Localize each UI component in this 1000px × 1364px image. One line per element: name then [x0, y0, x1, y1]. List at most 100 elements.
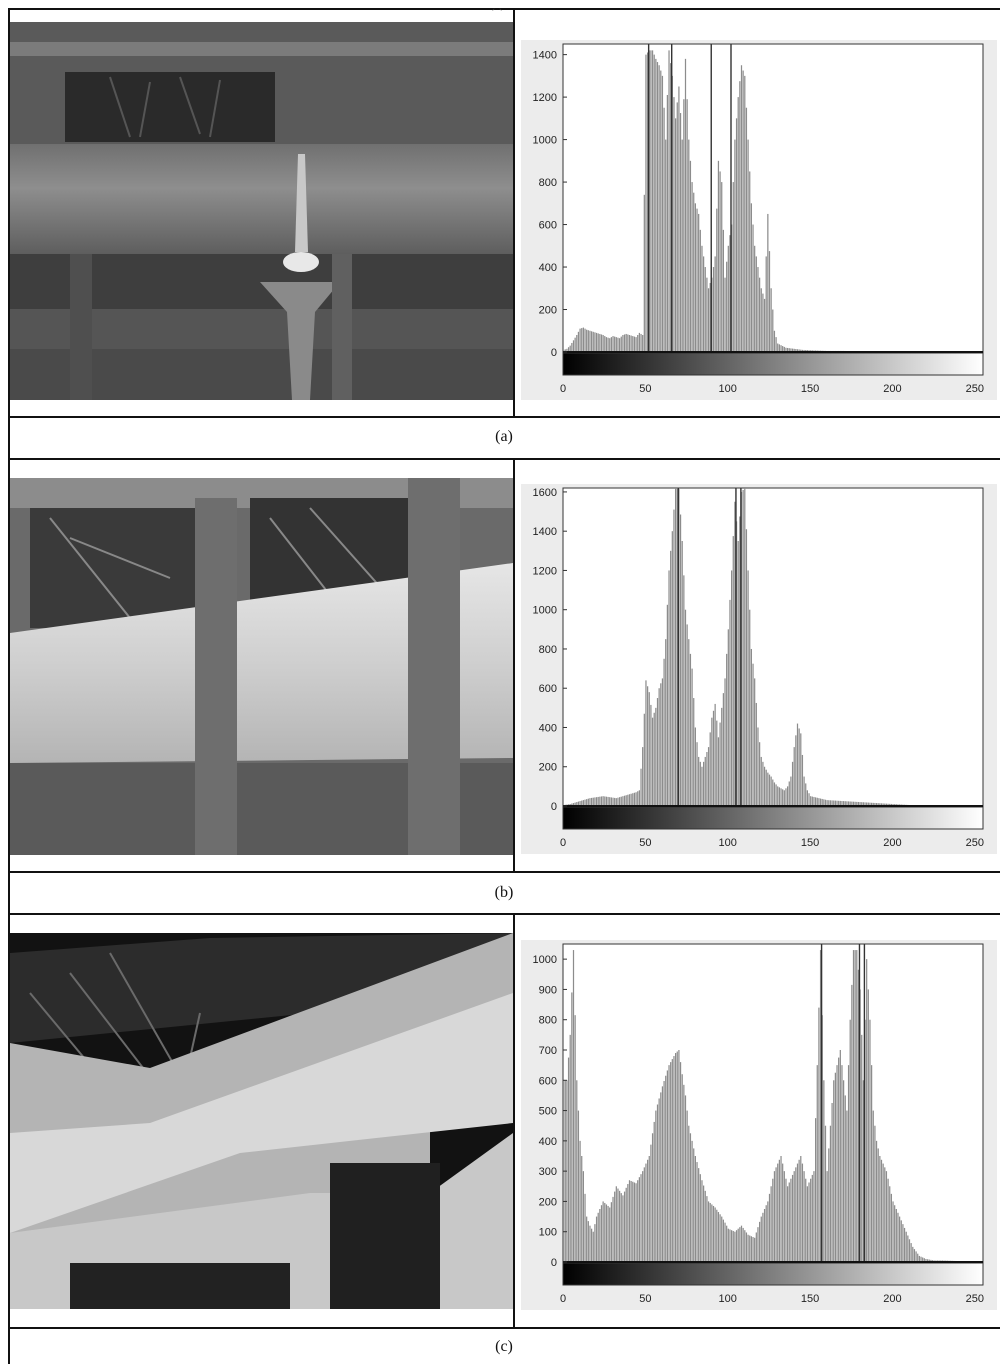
histogram-bar	[592, 331, 594, 352]
histogram-bar	[587, 330, 589, 352]
x-tick-label: 50	[639, 837, 651, 849]
histogram-bar	[755, 702, 757, 806]
histogram-bar	[801, 1163, 804, 1262]
histogram-bar	[823, 1080, 825, 1262]
histogram-bar	[793, 1171, 795, 1262]
histogram-bar	[619, 1190, 621, 1262]
histogram-bar	[625, 1187, 627, 1262]
histogram-bar	[864, 802, 866, 806]
histogram-bar	[928, 1259, 930, 1262]
histogram-bar	[734, 1231, 736, 1262]
histogram-bar	[666, 94, 668, 352]
histogram-bar	[760, 756, 762, 806]
histogram-bar	[656, 698, 659, 806]
histogram-bar	[834, 1072, 836, 1262]
histogram-bar	[773, 1171, 776, 1262]
histogram-bar	[785, 788, 787, 806]
histogram-bar	[829, 1125, 832, 1262]
histogram-bar	[696, 208, 698, 352]
histogram-bar	[849, 1019, 851, 1262]
y-tick-label: 600	[539, 220, 557, 232]
histogram-bar	[844, 801, 846, 806]
x-tick-label: 50	[639, 1293, 651, 1305]
histogram-bar	[609, 338, 611, 352]
y-tick-label: 700	[539, 1045, 557, 1057]
histogram-bar	[877, 1148, 879, 1262]
histogram-bar	[773, 330, 776, 352]
histogram-bar	[724, 678, 726, 806]
histogram-bar	[717, 160, 720, 352]
histogram-bar	[651, 50, 654, 353]
histogram-bar	[787, 786, 789, 806]
histogram-bar	[923, 1258, 925, 1262]
histogram-bar	[808, 793, 810, 806]
histogram-bar	[675, 488, 677, 806]
histogram-bar	[673, 1056, 675, 1262]
histogram-bar	[803, 776, 805, 806]
histogram-bar	[783, 346, 785, 352]
histogram-bar	[663, 1081, 665, 1262]
histogram-bar	[785, 347, 787, 352]
histogram-bar	[589, 1225, 591, 1262]
histogram-bar	[798, 1159, 800, 1262]
histogram-bar	[567, 1057, 570, 1262]
histogram-bar	[719, 1214, 721, 1262]
histogram-bar	[622, 796, 624, 806]
histogram-bar	[788, 781, 790, 806]
x-tick-label: 200	[883, 1293, 901, 1305]
histogram-bar	[704, 756, 706, 806]
histogram-bar	[719, 722, 721, 806]
histogram-bar	[647, 52, 649, 352]
histogram-bar	[694, 203, 696, 352]
histogram-bar	[742, 70, 744, 352]
histogram-bar	[671, 1059, 673, 1262]
histogram-bar	[655, 58, 657, 353]
histogram-bar	[818, 1007, 820, 1262]
y-tick-label: 200	[539, 305, 557, 317]
histogram-bar	[775, 784, 777, 806]
histogram-bar	[686, 624, 688, 806]
histogram-bar	[805, 1178, 807, 1262]
histogram-bar	[913, 1249, 916, 1262]
histogram-bar	[637, 791, 639, 806]
histogram-bar	[714, 1207, 716, 1262]
histogram-bar	[772, 779, 774, 806]
histogram-bar	[656, 62, 659, 352]
histogram-bar	[912, 1246, 914, 1262]
histogram-bar	[633, 792, 636, 806]
histogram-bar	[571, 342, 573, 352]
histogram-bar	[767, 772, 769, 806]
histogram-bar	[696, 742, 698, 806]
histogram-bar	[678, 1050, 680, 1262]
histogram-bar	[778, 1159, 780, 1262]
histogram-bar	[627, 1184, 629, 1262]
histogram-bar	[574, 337, 576, 352]
histogram-bar	[763, 1209, 766, 1262]
frame-middle	[513, 458, 515, 871]
histogram-bar	[783, 1171, 785, 1262]
histogram-bar	[757, 1227, 759, 1262]
y-tick-label: 1200	[533, 92, 557, 104]
histogram-bar	[900, 1220, 902, 1262]
histogram-bar	[637, 335, 639, 352]
histogram-bar	[623, 795, 626, 806]
histogram-bar	[592, 1231, 594, 1262]
histogram-bar	[889, 1186, 891, 1262]
y-tick-label: 500	[539, 1106, 557, 1118]
histogram-bar	[874, 1125, 876, 1262]
y-tick-label: 0	[551, 347, 557, 359]
histogram-bar	[638, 790, 640, 806]
histogram-bar	[826, 1171, 828, 1262]
histogram-bar	[765, 769, 767, 806]
histogram-bar	[663, 658, 665, 806]
histogram-bar	[650, 50, 652, 353]
histogram-bar	[594, 1224, 596, 1262]
histogram-bar	[843, 1080, 845, 1262]
histogram-bar	[615, 798, 617, 806]
histogram-bar	[653, 54, 655, 352]
histogram-bar	[670, 63, 672, 352]
histogram-bar	[927, 1259, 929, 1262]
histogram-bar	[587, 798, 589, 806]
histogram-bar	[824, 1125, 827, 1262]
histogram-bar	[643, 1167, 645, 1262]
